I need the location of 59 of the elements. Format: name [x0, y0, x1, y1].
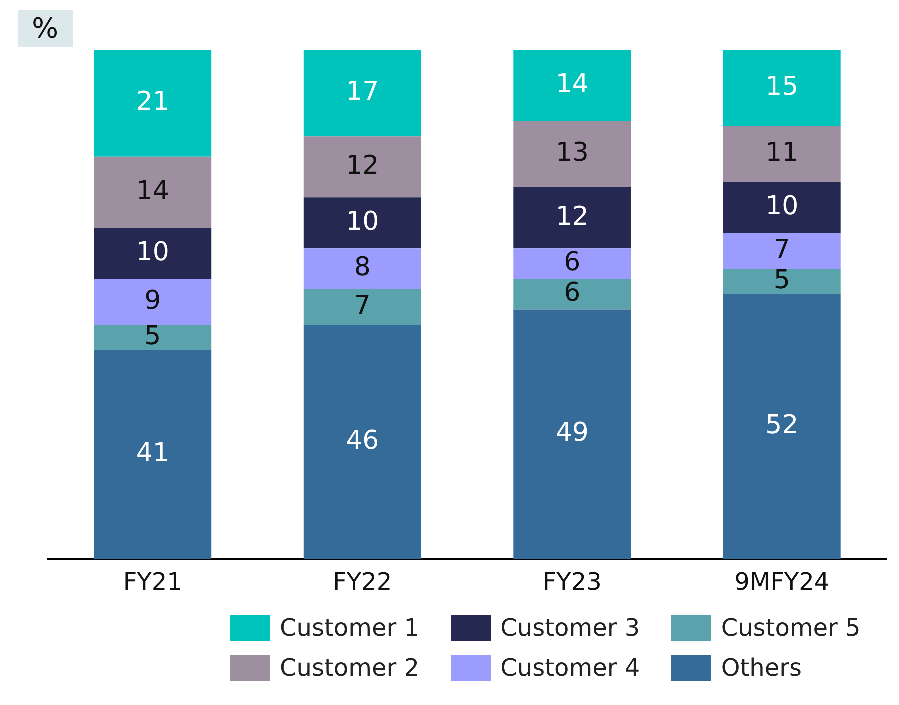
- data-label: 7: [354, 290, 371, 321]
- data-label: 41: [136, 438, 170, 469]
- data-label: 5: [774, 265, 790, 296]
- bar: [94, 50, 212, 157]
- legend-label: Customer 1: [280, 614, 420, 642]
- bar: [304, 248, 422, 290]
- x-tick-label: FY22: [333, 568, 392, 596]
- bar: [94, 324, 212, 350]
- bar: [514, 121, 632, 188]
- data-label: 7: [774, 234, 790, 265]
- data-label: 46: [346, 426, 380, 456]
- bar: [94, 279, 212, 325]
- data-label: 12: [556, 202, 589, 232]
- data-label: 10: [346, 206, 380, 237]
- data-label: 8: [354, 252, 371, 283]
- bar: [514, 187, 632, 249]
- data-label: 49: [556, 418, 589, 448]
- data-label: 15: [766, 72, 799, 102]
- data-label: 5: [144, 321, 162, 352]
- bar: [304, 50, 422, 137]
- legend-label: Others: [721, 654, 802, 682]
- data-label: 52: [766, 410, 799, 441]
- data-label: 17: [346, 77, 380, 108]
- bar: [94, 156, 212, 228]
- data-label: 6: [564, 278, 581, 308]
- bar: [514, 50, 632, 122]
- data-label: 13: [556, 138, 589, 168]
- data-label: 14: [136, 176, 170, 206]
- data-label: 12: [346, 150, 380, 181]
- x-tick-label: 9MFY24: [734, 568, 830, 596]
- legend-label: Customer 5: [721, 614, 861, 642]
- data-label: 9: [144, 286, 162, 316]
- bar: [94, 350, 212, 560]
- bar: [723, 233, 841, 269]
- bar: [723, 268, 841, 294]
- bar: [304, 289, 422, 325]
- bar: [723, 294, 841, 560]
- data-label: 6: [564, 248, 581, 278]
- y-axis-title: %: [18, 10, 73, 47]
- bar: [94, 228, 212, 280]
- bar: [304, 324, 422, 560]
- x-tick-label: FY23: [542, 568, 602, 596]
- bar: [723, 182, 841, 234]
- data-label: 14: [556, 69, 589, 100]
- bar: [723, 126, 841, 182]
- legend-label: Customer 4: [500, 654, 640, 682]
- x-tick-label: FY21: [123, 568, 182, 596]
- legend-label: Customer 2: [280, 654, 420, 682]
- data-label: 10: [766, 192, 799, 222]
- bar: [514, 310, 632, 560]
- data-label: 21: [136, 87, 170, 118]
- bar: [514, 279, 632, 310]
- bar: [304, 198, 422, 249]
- bar: [723, 50, 841, 126]
- data-label: 10: [136, 237, 170, 268]
- data-label: 11: [766, 138, 799, 168]
- bar: [304, 136, 422, 198]
- legend-label: Customer 3: [500, 614, 640, 642]
- bar: [514, 248, 632, 280]
